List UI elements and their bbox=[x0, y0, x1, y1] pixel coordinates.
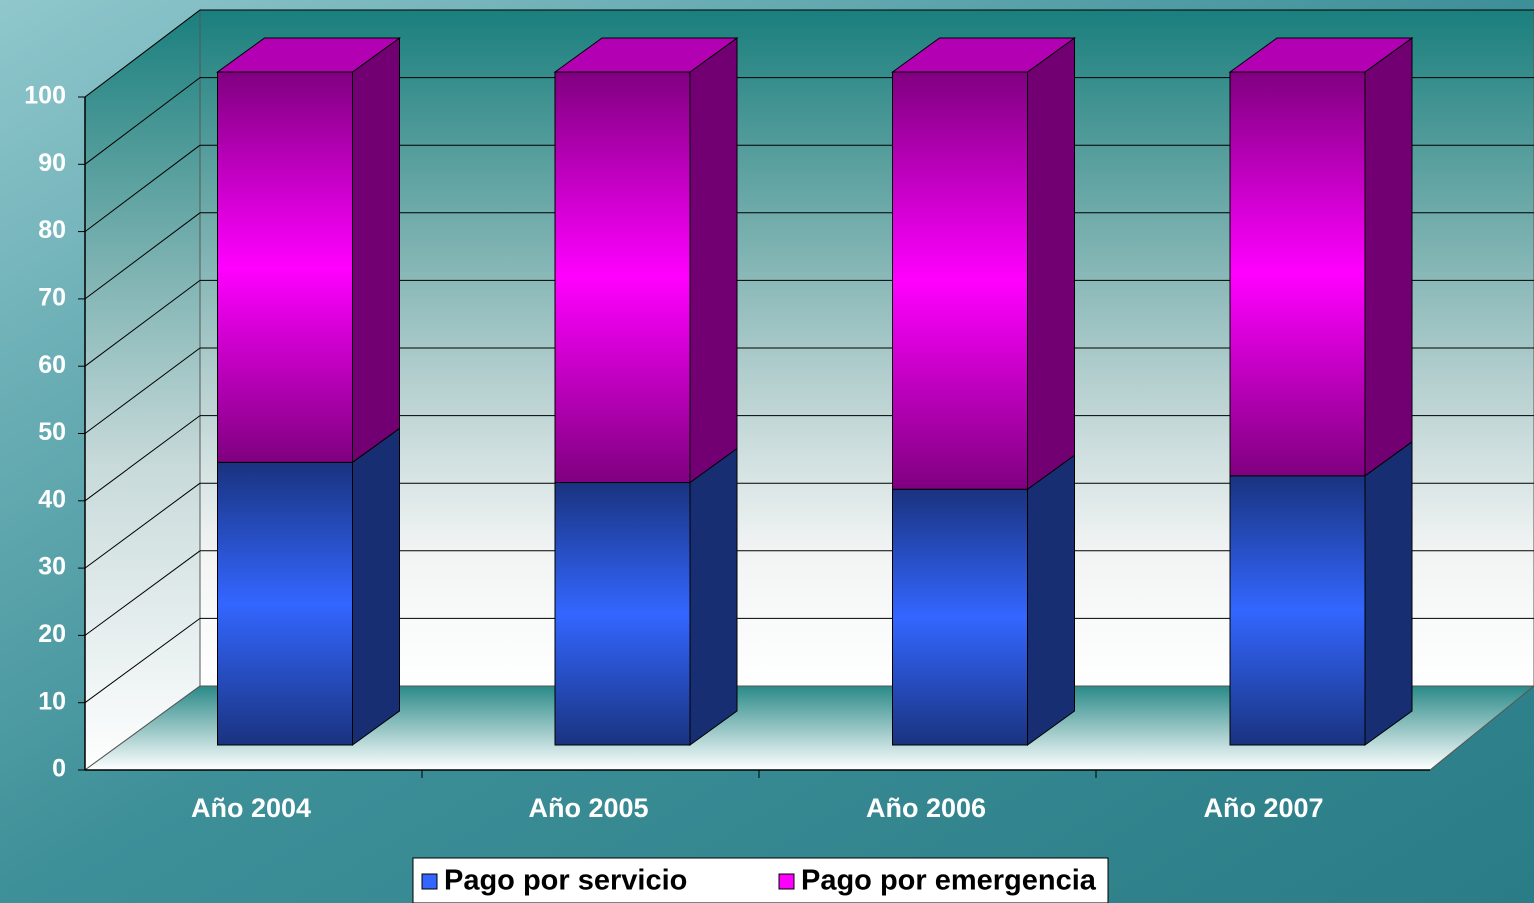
bar-side bbox=[1027, 454, 1075, 746]
grid-line bbox=[84, 617, 201, 704]
x-tick-label: Año 2007 bbox=[1203, 793, 1323, 823]
bar-top bbox=[215, 37, 402, 73]
side-wall bbox=[84, 8, 201, 771]
bar-side bbox=[689, 37, 738, 484]
bar-side bbox=[1364, 37, 1413, 477]
bar-shade bbox=[217, 462, 353, 745]
bar-shade bbox=[555, 482, 690, 745]
grid-line bbox=[84, 550, 201, 636]
y-tick-label: 20 bbox=[38, 620, 66, 648]
x-tick-label: Año 2006 bbox=[866, 793, 986, 823]
bar-side bbox=[1027, 37, 1075, 491]
y-tick-label: 60 bbox=[38, 351, 66, 379]
bar-shade bbox=[1230, 72, 1365, 476]
bar-top bbox=[1228, 37, 1414, 73]
bar-side bbox=[1364, 440, 1413, 746]
legend bbox=[412, 857, 1109, 903]
y-tick-label: 50 bbox=[38, 418, 66, 446]
bar-side bbox=[689, 447, 738, 746]
bar-top bbox=[553, 37, 739, 73]
bar-top bbox=[890, 37, 1077, 73]
y-tick-label: 0 bbox=[52, 755, 66, 783]
plot bbox=[84, 9, 1534, 746]
legend-label: Pago por emergencia bbox=[801, 865, 1097, 897]
grid-line bbox=[84, 9, 201, 98]
bar-shade bbox=[1230, 475, 1365, 745]
grid-line bbox=[84, 77, 201, 165]
bar-shade bbox=[892, 489, 1028, 745]
y-tick-label: 10 bbox=[38, 687, 66, 715]
y-tick-label: 100 bbox=[24, 82, 66, 110]
bar-shade bbox=[892, 72, 1028, 490]
bar-shade bbox=[555, 72, 690, 483]
legend-swatch bbox=[778, 873, 795, 890]
y-tick-label: 40 bbox=[38, 485, 66, 513]
grid-line bbox=[84, 482, 201, 569]
bar-side bbox=[352, 427, 400, 746]
grid-line bbox=[84, 212, 201, 300]
y-tick-label: 90 bbox=[38, 149, 66, 177]
y-tick-label: 30 bbox=[38, 553, 66, 581]
grid-line bbox=[84, 279, 201, 367]
legend-label: Pago por servicio bbox=[444, 865, 687, 897]
bar-shade bbox=[217, 72, 353, 463]
bar-side bbox=[352, 37, 400, 464]
y-tick-label: 80 bbox=[38, 216, 66, 244]
legend-swatch bbox=[421, 873, 438, 890]
x-tick-label: Año 2004 bbox=[191, 793, 311, 823]
grid-line bbox=[84, 415, 201, 502]
grid-line bbox=[84, 347, 201, 434]
x-tick-label: Año 2005 bbox=[528, 793, 648, 823]
y-tick-label: 70 bbox=[38, 284, 66, 312]
grid-line bbox=[84, 144, 201, 232]
